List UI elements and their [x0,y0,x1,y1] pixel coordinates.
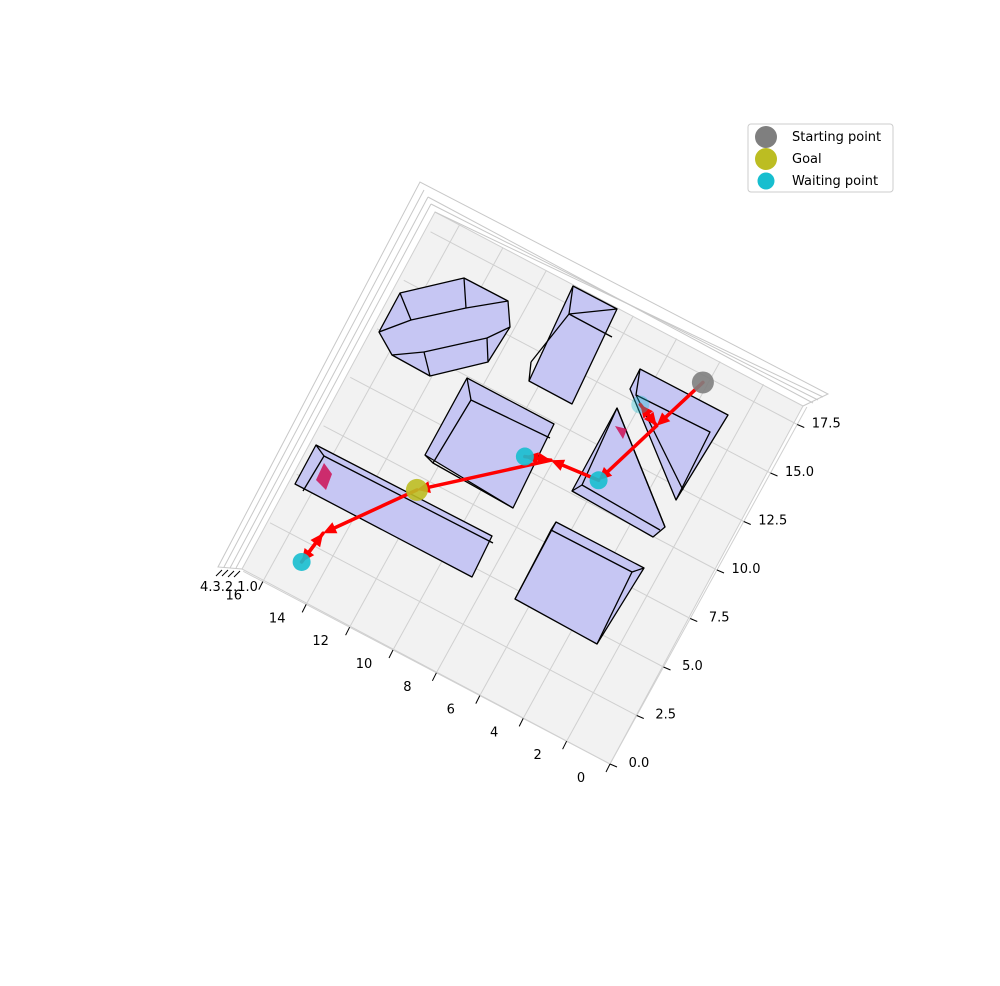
grid-line-y [430,231,798,425]
y-tick-label: 5.0 [682,659,703,674]
data-points [292,371,714,571]
grid-line-y [269,522,637,716]
legend-swatch [757,172,775,190]
y-tick-label: 0.0 [629,756,650,771]
y-tick-label: 7.5 [709,611,730,626]
z-axis-tick-labels: 4.3.2.1.0 [200,580,258,595]
x-tick-mark [431,672,437,682]
grid-line-x [566,383,764,742]
obstacles [294,277,729,645]
x-tick-mark [562,740,568,750]
z-axis-ticks [215,569,241,578]
legend-label: Starting point [792,130,881,145]
y-tick-mark [770,472,778,477]
x-tick-label: 0 [577,771,585,786]
x-tick-label: 4 [490,725,498,740]
path-markers [316,426,627,490]
grid-line-y [243,570,611,765]
legend-swatch [755,148,777,170]
x-tick-label: 2 [533,748,541,763]
legend-label: Goal [792,152,822,167]
y-axis: 0.0 2.5 5.0 7.5 10.0 12.5 15.0 17.5 [609,417,841,771]
path-arrow [638,402,657,426]
obstacle-box-top [528,285,618,405]
x-tick-mark [345,626,351,636]
x-tick-label: 8 [403,680,411,695]
x-tick-mark [475,695,481,704]
x-tick-label: 10 [356,657,373,672]
legend: Starting point Goal Waiting point [747,123,894,193]
legend-label: Waiting point [792,174,878,189]
starting-point-marker [691,371,714,394]
x-tick-label: 12 [312,634,329,649]
x-tick-label: 14 [269,611,286,626]
x-tick-label: 16 [226,589,243,604]
waiting-point-marker [589,471,608,490]
obstacle-bar-left [294,444,494,578]
x-axis: 0 2 4 6 8 10 12 14 16 [226,581,611,786]
path-marker-left [316,463,332,490]
path-marker-right [615,426,627,439]
waiting-point-marker [631,395,650,414]
obstacle-box-center [424,377,555,509]
y-tick-mark [609,763,618,768]
grid-line-y [350,376,718,571]
y-tick-mark [636,715,644,719]
y-tick-label: 10.0 [732,562,761,577]
y-tick-label: 2.5 [655,708,676,723]
y-tick-label: 15.0 [785,465,814,480]
waiting-point-marker [292,552,311,571]
grid-line-x [262,224,461,582]
y-tick-mark [690,618,698,622]
x-tick-mark [388,649,394,659]
y-tick-label: 17.5 [812,417,841,432]
grid-line-x [609,406,808,765]
legend-frame [747,123,894,193]
y-tick-mark [716,569,725,574]
y-tick-mark [743,521,751,525]
obstacle-octagon [378,277,511,377]
goal-marker [405,478,428,501]
obstacle-triangle-bottom [571,407,666,538]
x-tick-mark [518,718,524,727]
path-arrow [323,488,419,534]
obstacle-box-bottom [514,521,645,645]
grid-line-x [435,315,634,674]
x-tick-mark [301,604,307,613]
y-tick-label: 12.5 [758,514,787,529]
x-tick-label: 6 [447,703,455,718]
x-tick-mark [258,581,264,590]
y-tick-mark [663,666,671,671]
waiting-point-marker [515,447,534,466]
y-tick-mark [797,424,805,428]
x-tick-mark [605,763,611,773]
back-wall-lines [217,181,830,570]
legend-swatch [755,126,777,148]
